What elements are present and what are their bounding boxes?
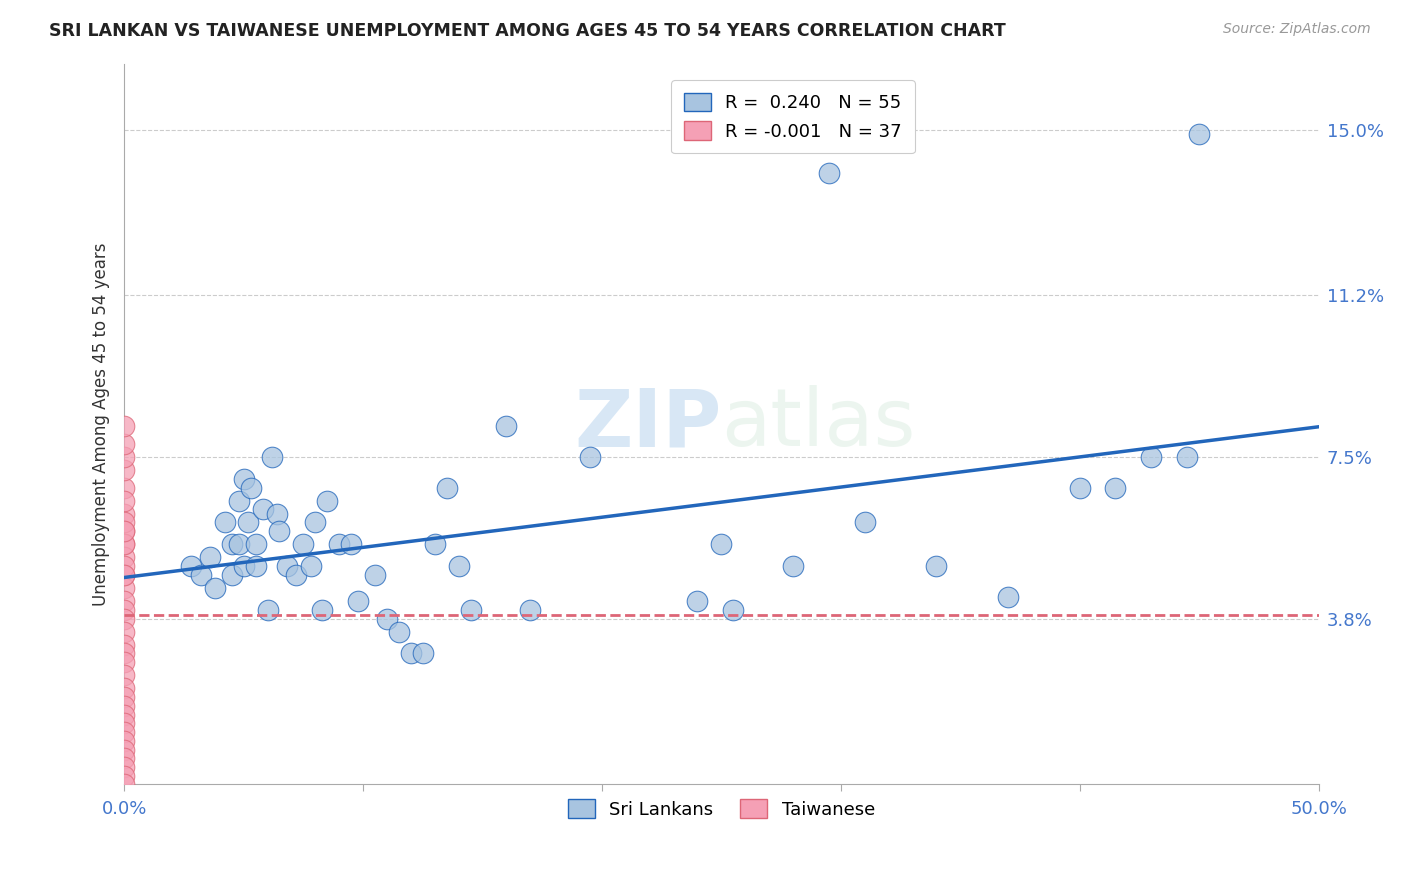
Point [853, 516, 876, 530]
Point [112, 537, 135, 551]
Point [276, 559, 298, 574]
Point [112, 690, 135, 705]
Point [340, 537, 363, 551]
Point [447, 559, 470, 574]
Point [328, 537, 350, 551]
Point [112, 437, 135, 451]
Text: ZIP: ZIP [574, 385, 721, 463]
Point [112, 611, 135, 625]
Point [112, 594, 135, 608]
Point [112, 463, 135, 477]
Point [375, 611, 398, 625]
Point [495, 419, 517, 434]
Point [304, 516, 326, 530]
Point [997, 590, 1019, 604]
Point [710, 537, 733, 551]
Point [112, 698, 135, 713]
Point [112, 647, 135, 661]
Point [1140, 450, 1163, 464]
Point [112, 707, 135, 722]
Point [818, 166, 841, 180]
Point [112, 603, 135, 617]
Point [112, 733, 135, 747]
Point [579, 450, 602, 464]
Point [112, 567, 135, 582]
Point [112, 450, 135, 464]
Point [238, 516, 260, 530]
Point [112, 567, 135, 582]
Text: Source: ZipAtlas.com: Source: ZipAtlas.com [1223, 22, 1371, 37]
Point [112, 751, 135, 765]
Point [200, 550, 222, 565]
Text: atlas: atlas [721, 385, 915, 463]
Point [262, 450, 284, 464]
Point [221, 537, 243, 551]
Y-axis label: Unemployment Among Ages 45 to 54 years: Unemployment Among Ages 45 to 54 years [93, 243, 110, 606]
Point [399, 647, 422, 661]
Point [228, 493, 250, 508]
Point [723, 603, 745, 617]
Point [285, 567, 308, 582]
Point [112, 777, 135, 791]
Point [436, 481, 458, 495]
Point [239, 481, 262, 495]
Point [112, 655, 135, 669]
Point [782, 559, 804, 574]
Text: SRI LANKAN VS TAIWANESE UNEMPLOYMENT AMONG AGES 45 TO 54 YEARS CORRELATION CHART: SRI LANKAN VS TAIWANESE UNEMPLOYMENT AMO… [49, 22, 1005, 40]
Legend: Sri Lankans, Taiwanese: Sri Lankans, Taiwanese [561, 792, 883, 826]
Point [1188, 127, 1211, 141]
Point [112, 681, 135, 696]
Point [316, 493, 339, 508]
Point [214, 516, 236, 530]
Point [412, 647, 434, 661]
Point [245, 537, 267, 551]
Point [388, 624, 411, 639]
Point [112, 550, 135, 565]
Point [112, 493, 135, 508]
Point [112, 638, 135, 652]
Point [112, 516, 135, 530]
Point [112, 419, 135, 434]
Point [221, 567, 243, 582]
Point [112, 668, 135, 682]
Point [925, 559, 948, 574]
Point [112, 507, 135, 521]
Point [228, 537, 250, 551]
Point [269, 524, 291, 539]
Point [112, 537, 135, 551]
Point [180, 559, 202, 574]
Point [245, 559, 267, 574]
Point [252, 502, 274, 516]
Point [364, 567, 387, 582]
Point [112, 716, 135, 731]
Point [112, 725, 135, 739]
Point [686, 594, 709, 608]
Point [112, 742, 135, 756]
Point [112, 524, 135, 539]
Point [232, 559, 254, 574]
Point [232, 472, 254, 486]
Point [347, 594, 370, 608]
Point [190, 567, 212, 582]
Point [423, 537, 446, 551]
Point [112, 481, 135, 495]
Point [112, 760, 135, 774]
Point [460, 603, 482, 617]
Point [1104, 481, 1126, 495]
Point [256, 603, 278, 617]
Point [112, 581, 135, 595]
Point [112, 524, 135, 539]
Point [204, 581, 226, 595]
Point [112, 559, 135, 574]
Point [299, 559, 322, 574]
Point [112, 624, 135, 639]
Point [292, 537, 315, 551]
Point [1069, 481, 1091, 495]
Point [311, 603, 333, 617]
Point [519, 603, 541, 617]
Point [266, 507, 288, 521]
Point [1175, 450, 1198, 464]
Point [112, 769, 135, 783]
